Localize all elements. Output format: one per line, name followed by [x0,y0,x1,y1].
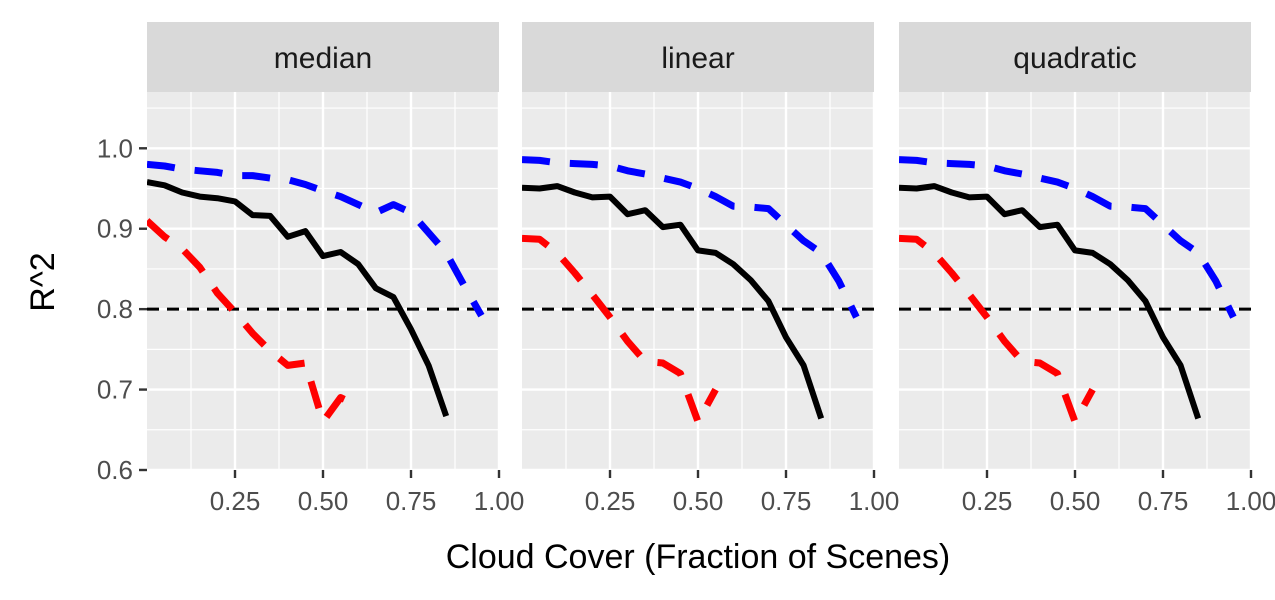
x-tick-label: 0.25 [210,486,261,516]
y-axis: 0.6 0.7 0.8 0.9 1.0 [97,133,147,485]
facet-panels: median 0.25 0.50 0.75 1.00 linear 0.25 0.50 0.75… [147,22,1275,516]
series-group [522,156,860,426]
x-tick-label: 0.75 [386,486,437,516]
y-tick-label: 0.9 [97,214,133,244]
x-tick-label: 0.25 [962,486,1013,516]
facet-strip-label: median [274,42,372,75]
series-line-black [147,179,450,418]
x-tick-label: 0.50 [1050,486,1101,516]
y-tick-label: 0.8 [97,294,133,324]
y-tick-label: 0.6 [97,455,133,485]
series-group [899,156,1237,426]
facet-panel-quadratic: quadratic 0.25 0.50 0.75 1.00 [899,22,1275,516]
series-line-black [899,183,1202,420]
y-axis-title: R^2 [24,252,62,311]
x-tick-label: 0.25 [585,486,636,516]
facet-strip [899,22,1251,92]
series-line-blue [522,156,860,319]
x-tick-label: 0.75 [761,486,812,516]
x-tick-label: 0.75 [1138,486,1189,516]
x-tick-label: 0.50 [673,486,724,516]
facet-panel-median: median 0.25 0.50 0.75 1.00 [147,22,524,516]
x-tick-label: 0.50 [298,486,349,516]
series-group [147,160,485,426]
series-line-black [522,183,825,420]
facet-panel-linear: linear 0.25 0.50 0.75 1.00 [522,22,899,516]
facet-strip-label: quadratic [1013,42,1136,75]
series-line-red [147,218,350,426]
x-tick-label: 1.00 [1226,486,1275,516]
series-line-blue [147,160,485,318]
x-axis-title: Cloud Cover (Fraction of Scenes) [446,538,951,576]
facet-strip [147,22,499,92]
series-line-blue [899,156,1237,319]
x-tick-label: 1.00 [849,486,900,516]
facet-strip-label: linear [661,42,734,75]
y-tick-label: 1.0 [97,133,133,163]
x-tick-label: 1.00 [474,486,525,516]
facet-strip [522,22,874,92]
y-tick-label: 0.7 [97,375,133,405]
